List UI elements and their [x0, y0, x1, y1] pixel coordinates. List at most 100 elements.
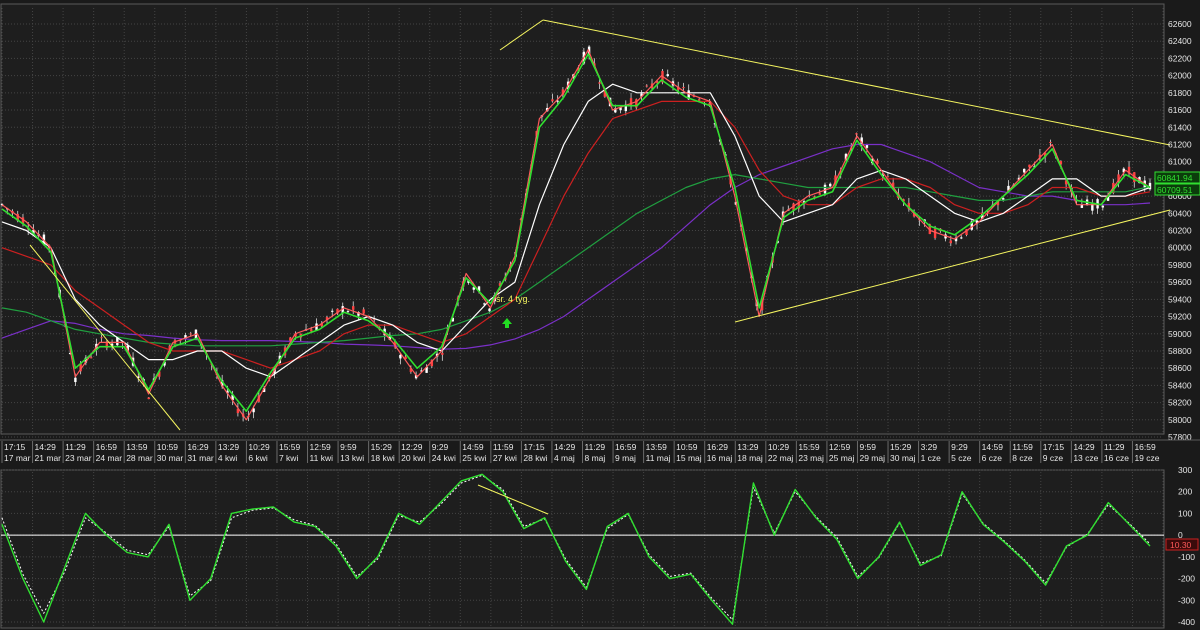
price-y-tick: 58200	[1168, 398, 1192, 408]
candle-body	[1007, 185, 1010, 191]
candle-body	[372, 318, 376, 320]
price-series-line-0	[1, 49, 1151, 421]
candle-body	[666, 74, 669, 77]
candle-body	[928, 224, 932, 235]
candle-body	[158, 371, 161, 377]
trendline-upper	[542, 19, 1171, 146]
x-time-tick: 14:29	[554, 442, 576, 452]
osc-y-tick: -300	[1178, 595, 1195, 605]
x-date-tick: 9 cze	[1043, 453, 1064, 463]
price-y-tick: 59600	[1168, 277, 1192, 287]
candle-body	[561, 89, 565, 95]
x-time-tick: 16:29	[187, 442, 209, 452]
candle-body	[315, 323, 318, 331]
price-grid	[1, 8, 1164, 438]
candle-body	[1028, 164, 1031, 168]
x-date-tick: 16 maj	[707, 453, 733, 463]
candle-body	[829, 183, 832, 187]
x-time-tick: 10:29	[248, 442, 270, 452]
x-time-tick: 10:59	[157, 442, 179, 452]
candle-body	[933, 228, 937, 238]
x-date-tick: 11 kwi	[310, 453, 334, 463]
x-date-tick: 8 maj	[585, 453, 606, 463]
candle-body	[252, 408, 255, 413]
candle-body	[970, 221, 973, 230]
candle-body	[860, 137, 863, 146]
candle-body	[645, 85, 648, 87]
candle-body	[844, 153, 848, 160]
x-date-tick: 8 cze	[1012, 453, 1033, 463]
x-time-tick: 12:29	[401, 442, 423, 452]
candle-body	[498, 283, 502, 286]
candle-body	[21, 217, 25, 224]
candle-body	[708, 103, 711, 106]
x-time-tick: 11:29	[585, 442, 606, 452]
candle-body	[105, 341, 109, 349]
x-axis-date-labels: 17 mar 21 mar 23 mar 24 mar 28 mar 30 mar 31 m…	[4, 453, 1160, 463]
candle-body	[603, 88, 607, 97]
candle-body	[902, 199, 905, 202]
x-date-tick: 9 maj	[615, 453, 636, 463]
price-y-tick: 58800	[1168, 346, 1192, 356]
x-time-tick: 9:29	[432, 442, 449, 452]
candle-body	[68, 352, 72, 355]
oscillator-grid	[1, 469, 1164, 627]
x-date-tick: 18 maj	[737, 453, 763, 463]
price-y-tick: 57800	[1168, 432, 1192, 442]
candle-body	[823, 184, 827, 194]
candle-body	[425, 367, 428, 373]
x-time-tick: 11:59	[1012, 442, 1033, 452]
last-value-box-1	[1154, 171, 1200, 184]
candle-body	[310, 329, 313, 332]
x-time-tick: 13:29	[737, 442, 759, 452]
candle-body	[960, 237, 963, 239]
candle-body	[1101, 205, 1105, 208]
x-date-tick: 13 cze	[1073, 453, 1098, 463]
x-date-tick: 21 mar	[35, 453, 62, 463]
candle-body	[74, 377, 77, 383]
candle-body	[0, 203, 4, 205]
osc-y-tick: 300	[1178, 465, 1192, 475]
candle-body	[656, 81, 659, 84]
x-time-tick: 13:59	[126, 442, 148, 452]
x-time-tick: 3:29	[921, 442, 938, 452]
x-time-tick: 15:29	[371, 442, 393, 452]
price-y-tick: 61600	[1168, 105, 1192, 115]
candle-body	[1117, 174, 1120, 182]
candle-body	[84, 357, 88, 363]
candle-body	[954, 237, 958, 242]
candle-body	[472, 287, 475, 290]
candle-body	[629, 98, 633, 106]
x-date-tick: 23 maj	[798, 453, 824, 463]
candle-body	[320, 323, 323, 327]
trendlines	[29, 19, 1171, 431]
candle-body	[357, 312, 360, 316]
candle-body	[477, 286, 481, 292]
candle-body	[692, 96, 696, 98]
candle-body	[1127, 166, 1131, 174]
candle-body	[818, 193, 821, 195]
candle-body	[1038, 154, 1042, 158]
x-date-tick: 7 kwi	[279, 453, 298, 463]
candle-body	[294, 333, 297, 337]
candle-body	[614, 108, 617, 113]
candle-body	[399, 354, 402, 359]
x-time-tick: 14:29	[1073, 442, 1095, 452]
price-y-tick: 59800	[1168, 260, 1192, 270]
price-y-tick: 59400	[1168, 294, 1192, 304]
osc-last-value-box	[1165, 538, 1199, 551]
candle-body	[409, 368, 413, 372]
candle-body	[1049, 141, 1052, 143]
candle-body	[404, 356, 407, 360]
candle-body	[876, 160, 879, 164]
x-date-tick: 24 mar	[96, 453, 123, 463]
candle-body	[697, 99, 701, 101]
x-time-tick: 10:59	[676, 442, 698, 452]
x-date-tick: 30 mar	[157, 453, 184, 463]
candle-body	[1148, 182, 1152, 190]
candle-body	[687, 90, 690, 100]
x-time-tick: 17:15	[4, 442, 26, 452]
price-y-tick: 61200	[1168, 139, 1192, 149]
candle-body	[1002, 198, 1005, 200]
candle-body	[89, 357, 93, 359]
